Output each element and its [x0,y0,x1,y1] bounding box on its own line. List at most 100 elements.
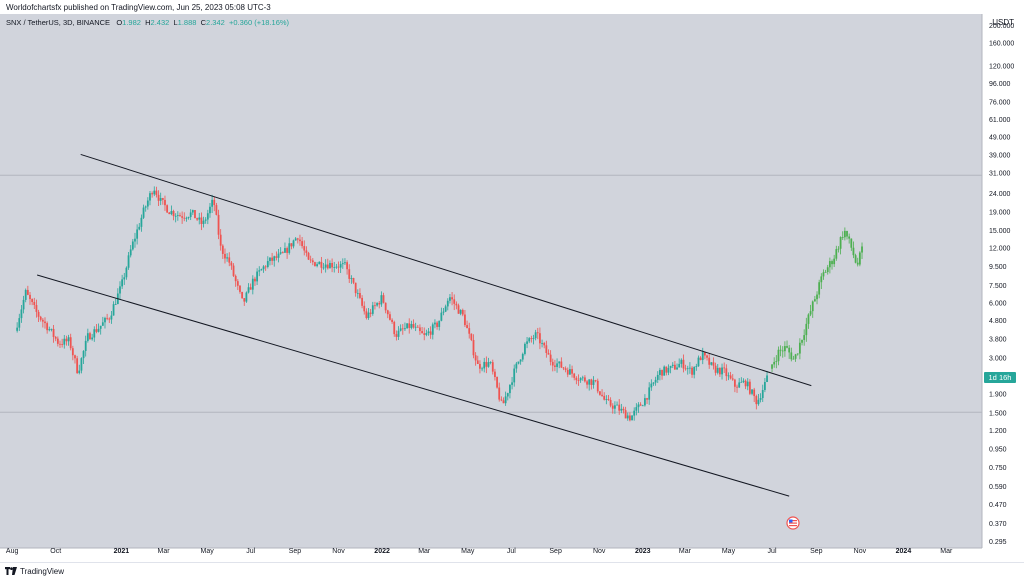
time-tick-label: Nov [854,548,867,555]
currency-label[interactable]: USDT [992,18,1014,27]
candle-body [374,305,376,307]
candle-body [536,332,539,334]
candle-body [144,206,147,208]
candle-body [189,212,192,218]
price-tick-label: 0.750 [989,465,1007,472]
candle-body [434,322,436,325]
candle-body [733,379,736,387]
price-tick-label: 200.000 [989,23,1014,30]
candle-body [138,226,141,230]
candle-body [646,398,648,400]
projection-candle-body [790,352,793,360]
projection-candle-body [807,314,810,324]
candle-body [539,333,541,344]
candle-body [410,324,413,328]
candle-body [457,305,460,314]
candle-body [123,277,126,280]
candle-body [198,217,201,220]
candle-body [748,381,751,394]
candle-body [763,382,766,391]
candle-body [659,369,661,375]
price-axis[interactable]: 200.000 160.000 120.000 96.000 76.000 61.000 4… [989,23,1014,546]
chart-area[interactable]: 200.000 160.000 120.000 96.000 76.000 61.000 4… [0,14,1024,562]
candle-body [592,380,595,385]
candle-body [185,217,188,219]
candle-body [590,379,593,385]
candle-body [101,322,104,326]
candle-body [626,415,629,419]
projection-candle-body [788,347,791,353]
candle-body [251,278,254,290]
candle-body [391,319,393,322]
candle-body [399,328,402,331]
candle-body [151,193,154,195]
candle-body [159,198,162,201]
candle-body [609,399,612,406]
time-tick-label: Sep [810,548,823,555]
projection-candle-body [798,342,801,354]
candle-body [688,367,691,369]
candle-body [181,216,184,218]
candle-body [361,297,363,306]
price-tick-label: 0.370 [989,521,1007,528]
candle-body [691,367,693,375]
high-value: 2.432 [150,18,170,27]
price-tick-label: 1.500 [989,410,1007,417]
candle-body [35,304,38,312]
lower-channel-line[interactable] [36,274,790,497]
candle-body [254,278,256,282]
projection-candle-body [839,237,842,249]
time-tick-label: Nov [332,548,345,555]
candle-body [641,405,644,407]
candle-body [322,267,325,269]
candle-body [341,263,344,265]
upper-channel-line[interactable] [80,153,812,387]
candle-body [412,324,415,328]
trendlines [36,153,812,497]
candle-body [618,404,621,411]
candle-body [74,355,76,359]
candle-body [187,217,190,218]
open-label: O [116,18,123,27]
price-tick-label: 120.000 [989,63,1014,70]
candle-body [384,302,387,311]
candle-body [127,255,130,268]
candle-body [686,368,689,370]
projection-candle-body [858,252,861,265]
candle-body [656,374,659,380]
candle-body [622,408,625,411]
horizontal-levels [0,174,982,413]
brand-name[interactable]: TradingView [20,567,65,576]
candle-body [277,253,280,258]
candle-body [556,363,558,367]
candle-body [264,266,267,268]
candle-body [534,332,537,339]
candle-body [260,269,263,271]
price-tick-label: 96.000 [989,81,1011,88]
candle-body [262,266,265,270]
candle-body [52,328,55,337]
candle-body [273,256,276,261]
candle-body [221,245,224,254]
candle-body [603,395,606,400]
time-tick-label: 2024 [896,548,912,555]
candle-body [517,361,520,364]
candle-body [54,336,57,339]
candle-body [44,321,46,324]
candle-body [620,408,623,411]
candle-body [196,218,199,220]
candle-body [176,215,179,216]
candlestick-chart[interactable]: 200.000 160.000 120.000 96.000 76.000 61.000 4… [0,14,1024,562]
candle-body [200,217,203,224]
candle-body [639,404,642,406]
candle-body [95,329,98,332]
symbol-name[interactable]: SNX / TetherUS, 3D, BINANCE [6,18,111,27]
projection-candle-body [786,346,788,348]
projection-candle-body [841,237,844,238]
candle-body [605,399,608,400]
time-axis[interactable]: Aug Oct 2021 Mar May Jul Sep Nov 2022 Mar May Jul Se… [6,548,953,555]
candle-body [498,387,501,400]
projection-candle-body [796,353,799,355]
candle-body [63,338,66,345]
candle-body [742,380,745,382]
